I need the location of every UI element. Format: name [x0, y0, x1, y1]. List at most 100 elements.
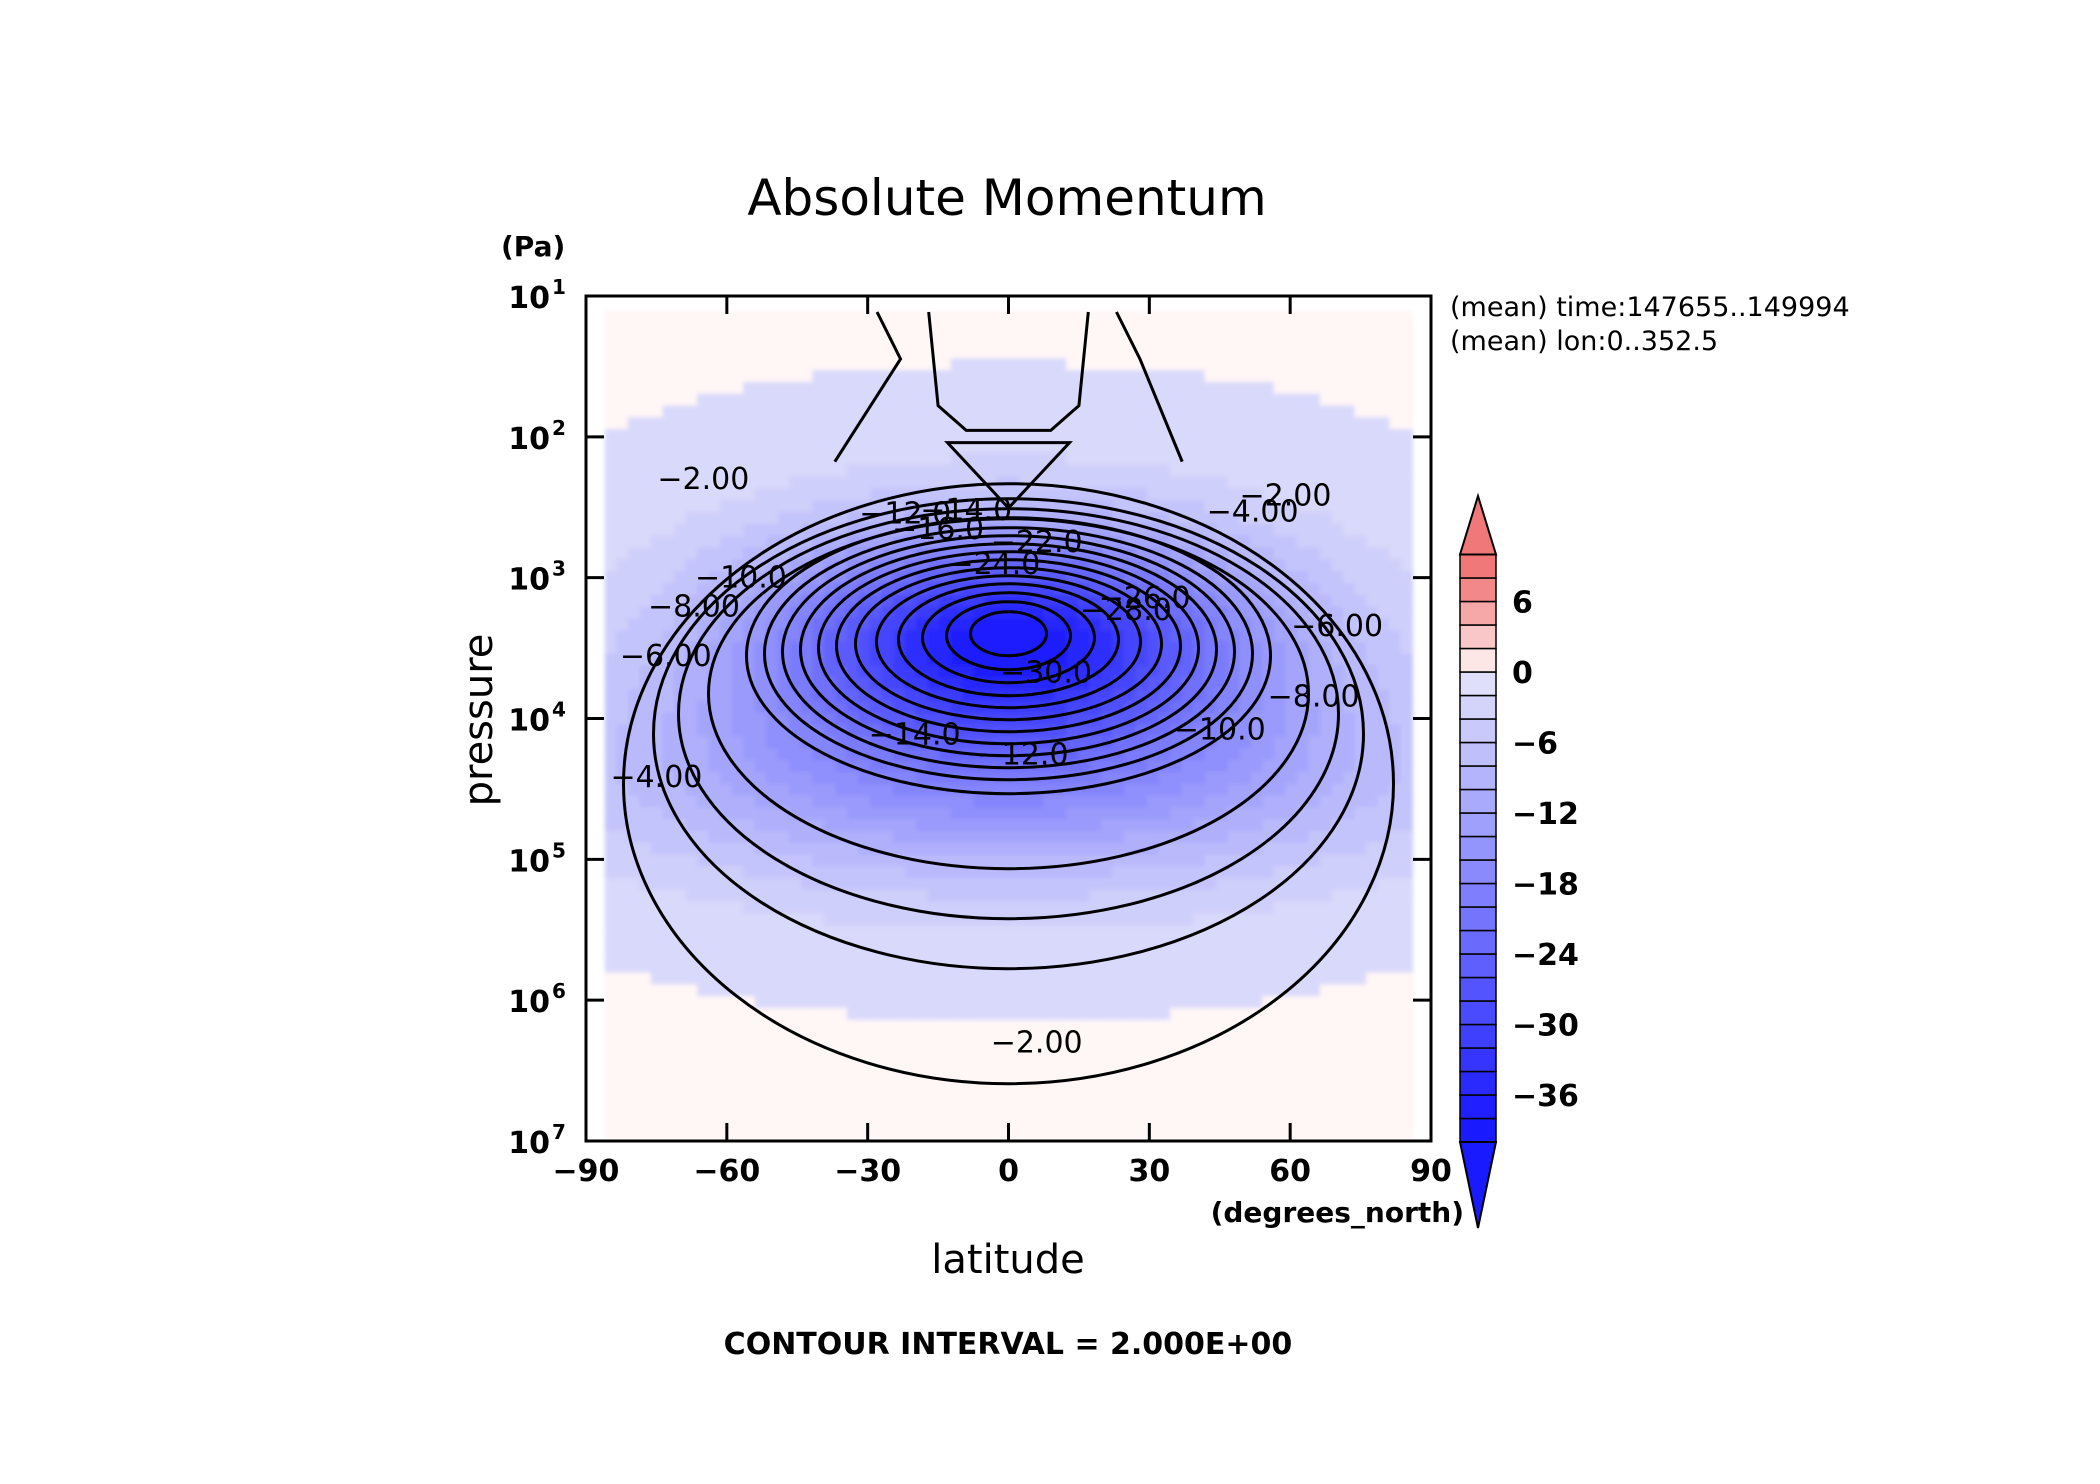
x-tick-label: 60 [1269, 1154, 1311, 1189]
y-tick-exponent: 1 [552, 275, 566, 299]
colorbar-swatch [1459, 1070, 1497, 1096]
colorbar-swatch [1459, 671, 1497, 697]
contour-label: −10.0 [1174, 713, 1266, 748]
contour-labels: −2.00−4.00−6.00−8.00−10.0−12.0−14.0−16.0… [610, 462, 1383, 1060]
contour-line [763, 526, 1254, 782]
contour-label: −6.00 [1291, 609, 1383, 644]
colorbar-swatch [1459, 1047, 1497, 1073]
colorbar: 6 0 −6 −12 −18 −24 −30 −36 [1458, 492, 1579, 1229]
colorbar-swatch [1459, 953, 1497, 979]
colorbar-swatch [1459, 788, 1497, 814]
x-tick-label: −60 [693, 1154, 760, 1189]
colorbar-extend-bottom [1458, 1141, 1498, 1229]
contour-label: −26.0 [1099, 581, 1191, 616]
contour-label: −12.0 [977, 737, 1069, 772]
contour-line [622, 482, 1395, 1086]
colorbar-swatch [1459, 835, 1497, 861]
contour-interval-text: CONTOUR INTERVAL = 2.000E+00 [724, 1327, 1293, 1362]
contour-label: −8.00 [1268, 680, 1360, 715]
contour-line [854, 566, 1163, 722]
colorbar-swatch [1459, 1000, 1497, 1026]
y-units-label: (Pa) [501, 230, 565, 263]
y-tick-label: 10 [508, 985, 550, 1020]
y-tick-exponent: 4 [552, 698, 566, 722]
y-tick-label: 10 [508, 563, 550, 598]
contour-line [921, 591, 1096, 685]
x-tick-label: 30 [1128, 1154, 1170, 1189]
x-units-label: (degrees_north) [1211, 1196, 1464, 1229]
contour-label: −10.0 [695, 561, 787, 596]
contour-line [799, 542, 1218, 758]
y-tick-exponent: 5 [552, 838, 566, 862]
colorbar-label: 0 [1512, 656, 1533, 691]
contour-lines [622, 311, 1395, 1086]
contour-fill-field [604, 311, 1414, 1139]
contour-line [897, 582, 1120, 698]
colorbar-label: −6 [1512, 727, 1558, 762]
colorbar-swatch [1459, 624, 1497, 650]
contour-line [944, 441, 1073, 511]
contour-label: −22.0 [991, 525, 1083, 560]
colorbar-label: −12 [1512, 797, 1579, 832]
x-axis-title: latitude [931, 1237, 1084, 1283]
colorbar-swatch [1459, 647, 1497, 673]
contour-label: −6.00 [620, 639, 712, 674]
contour-label: −12.0 [859, 496, 951, 531]
contour-line [652, 497, 1365, 971]
contour-line [1115, 311, 1184, 463]
contour-label: −30.0 [1000, 655, 1092, 690]
contour-label: −24.0 [948, 547, 1040, 582]
colorbar-label: −24 [1512, 938, 1579, 973]
colorbar-swatch [1459, 1094, 1497, 1120]
colorbar-swatch [1459, 1023, 1497, 1049]
colorbar-swatch [1459, 976, 1497, 1002]
contour-label: −14.0 [920, 493, 1012, 528]
contour-line [833, 311, 903, 463]
colorbar-swatch [1459, 718, 1497, 744]
y-axis-title: pressure [456, 634, 502, 807]
y-tick-label: 10 [508, 1126, 550, 1161]
contour-line [969, 610, 1048, 658]
contour-line [835, 558, 1182, 734]
colorbar-label: −36 [1512, 1079, 1579, 1114]
contour-label: −8.00 [648, 589, 740, 624]
contour-line [945, 600, 1072, 672]
colorbar-swatch [1459, 906, 1497, 932]
annotation-time: (mean) time:147655..149994 [1450, 292, 1850, 323]
colorbar-swatch [1459, 741, 1497, 767]
x-tick-label: 0 [998, 1154, 1019, 1189]
x-tick-label: −90 [553, 1154, 620, 1189]
chart-title: Absolute Momentum [747, 169, 1266, 227]
colorbar-swatch [1459, 882, 1497, 908]
contour-line [875, 574, 1142, 710]
colorbar-swatch [1459, 600, 1497, 626]
contour-label: −4.00 [1207, 495, 1299, 530]
colorbar-swatch [1459, 929, 1497, 955]
contour-line [781, 534, 1236, 770]
colorbar-extend-top [1458, 492, 1498, 556]
colorbar-swatch [1459, 577, 1497, 603]
colorbar-label: 6 [1512, 586, 1533, 621]
contour-label: −2.00 [657, 462, 749, 497]
colorbar-label: −30 [1512, 1009, 1579, 1044]
y-tick-exponent: 2 [552, 416, 566, 440]
contour-line [707, 517, 1310, 871]
y-tick-label: 10 [508, 844, 550, 879]
contour-label: −2.00 [991, 1026, 1083, 1061]
colorbar-swatch [1459, 553, 1497, 579]
y-tick-exponent: 6 [552, 979, 566, 1003]
colorbar-swatch [1459, 694, 1497, 720]
contour-label: −4.00 [610, 760, 702, 795]
colorbar-label: −18 [1512, 868, 1579, 903]
contour-line [817, 550, 1200, 746]
x-tick-label: −30 [834, 1154, 901, 1189]
colorbar-swatch [1459, 812, 1497, 838]
y-tick-exponent: 7 [552, 1120, 566, 1144]
contour-label: −2.00 [1240, 478, 1332, 513]
y-tick-label: 10 [508, 704, 550, 739]
contour-label: −28.0 [1080, 593, 1172, 628]
contour-line [927, 311, 1090, 432]
y-tick-label: 10 [508, 422, 550, 457]
